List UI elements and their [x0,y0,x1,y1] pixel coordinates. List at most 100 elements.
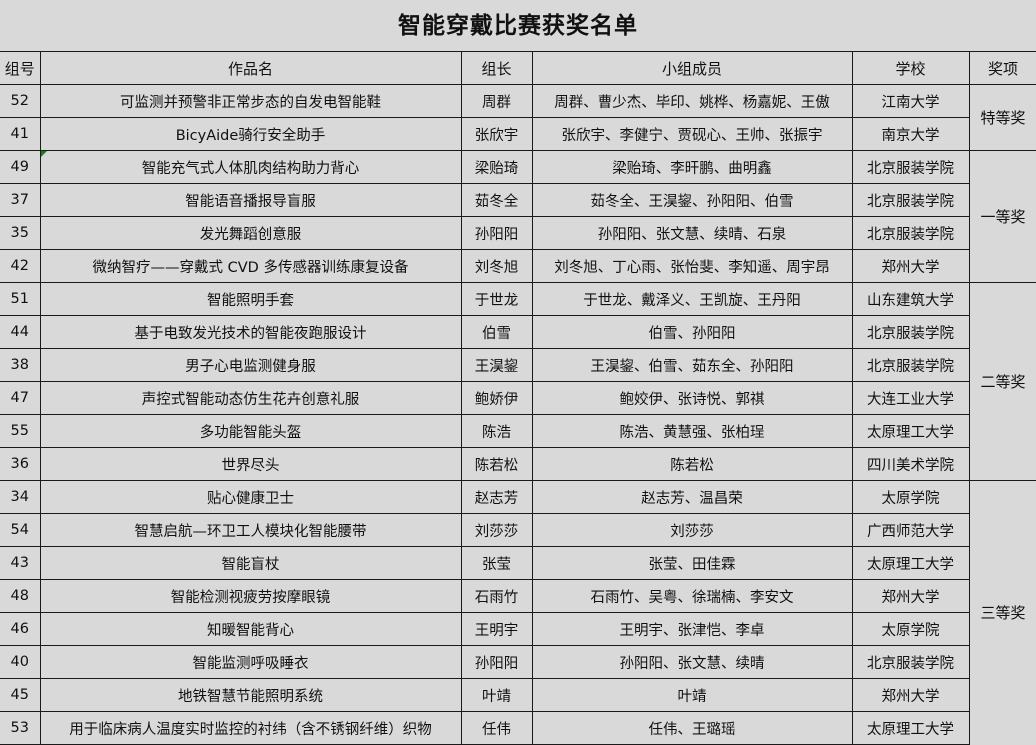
school-cell[interactable]: 江南大学 [851,84,970,118]
members-cell[interactable]: 任伟、王璐瑶 [531,711,853,745]
members-cell[interactable]: 叶靖 [531,678,853,712]
leader-cell[interactable]: 石雨竹 [460,579,533,613]
members-cell[interactable]: 梁贻琦、李旰鹏、曲明鑫 [531,150,853,184]
work-name-cell[interactable]: 智能监测呼吸睡衣 [39,645,462,679]
group-id-cell[interactable]: 36 [0,447,41,481]
work-name-cell[interactable]: 知暖智能背心 [39,612,462,646]
header-leader[interactable]: 组长 [460,51,533,85]
leader-cell[interactable]: 刘冬旭 [460,249,533,283]
work-name-cell[interactable]: 世界尽头 [39,447,462,481]
group-id-cell[interactable]: 43 [0,546,41,580]
work-name-cell[interactable]: 多功能智能头盔 [39,414,462,448]
members-cell[interactable]: 石雨竹、吴粤、徐瑞楠、李安文 [531,579,853,613]
school-cell[interactable]: 郑州大学 [851,678,970,712]
group-id-cell[interactable]: 35 [0,216,41,250]
leader-cell[interactable]: 叶靖 [460,678,533,712]
members-cell[interactable]: 张莹、田佳霖 [531,546,853,580]
school-cell[interactable]: 北京服装学院 [851,216,970,250]
work-name-cell[interactable]: 智能语音播报导盲服 [39,183,462,217]
group-id-cell[interactable]: 46 [0,612,41,646]
work-name-cell[interactable]: 男子心电监测健身服 [39,348,462,382]
leader-cell[interactable]: 刘莎莎 [460,513,533,547]
leader-cell[interactable]: 任伟 [460,711,533,745]
leader-cell[interactable]: 鲍娇伊 [460,381,533,415]
school-cell[interactable]: 广西师范大学 [851,513,970,547]
members-cell[interactable]: 茹冬全、王淏鋆、孙阳阳、伯雪 [531,183,853,217]
members-cell[interactable]: 王明宇、张津恺、李卓 [531,612,853,646]
members-cell[interactable]: 刘莎莎 [531,513,853,547]
school-cell[interactable]: 太原理工大学 [851,546,970,580]
school-cell[interactable]: 山东建筑大学 [851,282,970,316]
members-cell[interactable]: 陈浩、黄慧强、张柏珵 [531,414,853,448]
school-cell[interactable]: 北京服装学院 [851,315,970,349]
award-cell[interactable]: 一等奖 [968,150,1036,283]
school-cell[interactable]: 北京服装学院 [851,348,970,382]
award-cell[interactable]: 特等奖 [968,84,1036,151]
work-name-cell[interactable]: 声控式智能动态仿生花卉创意礼服 [39,381,462,415]
group-id-cell[interactable]: 51 [0,282,41,316]
group-id-cell[interactable]: 49 [0,150,41,184]
group-id-cell[interactable]: 45 [0,678,41,712]
work-name-cell[interactable]: 基于电致发光技术的智能夜跑服设计 [39,315,462,349]
members-cell[interactable]: 周群、曹少杰、毕印、姚桦、杨嘉妮、王傲 [531,84,853,118]
header-school[interactable]: 学校 [851,51,970,85]
work-name-cell[interactable]: 智能充气式人体肌肉结构助力背心 [39,150,462,184]
leader-cell[interactable]: 茹冬全 [460,183,533,217]
group-id-cell[interactable]: 54 [0,513,41,547]
work-name-cell[interactable]: BicyAide骑行安全助手 [39,117,462,151]
group-id-cell[interactable]: 48 [0,579,41,613]
header-work-name[interactable]: 作品名 [39,51,462,85]
school-cell[interactable]: 北京服装学院 [851,150,970,184]
work-name-cell[interactable]: 智能检测视疲劳按摩眼镜 [39,579,462,613]
members-cell[interactable]: 于世龙、戴泽义、王凯旋、王丹阳 [531,282,853,316]
leader-cell[interactable]: 王明宇 [460,612,533,646]
school-cell[interactable]: 太原学院 [851,480,970,514]
group-id-cell[interactable]: 55 [0,414,41,448]
leader-cell[interactable]: 王淏鋆 [460,348,533,382]
school-cell[interactable]: 南京大学 [851,117,970,151]
members-cell[interactable]: 刘冬旭、丁心雨、张怡斐、李知遥、周宇昂 [531,249,853,283]
header-award[interactable]: 奖项 [968,51,1036,85]
group-id-cell[interactable]: 40 [0,645,41,679]
leader-cell[interactable]: 周群 [460,84,533,118]
work-name-cell[interactable]: 发光舞蹈创意服 [39,216,462,250]
school-cell[interactable]: 北京服装学院 [851,645,970,679]
work-name-cell[interactable]: 微纳智疗——穿戴式 CVD 多传感器训练康复设备 [39,249,462,283]
group-id-cell[interactable]: 37 [0,183,41,217]
members-cell[interactable]: 赵志芳、温昌荣 [531,480,853,514]
group-id-cell[interactable]: 47 [0,381,41,415]
work-name-cell[interactable]: 智能照明手套 [39,282,462,316]
members-cell[interactable]: 陈若松 [531,447,853,481]
group-id-cell[interactable]: 52 [0,84,41,118]
work-name-cell[interactable]: 用于临床病人温度实时监控的衬纬（含不锈钢纤维）织物 [39,711,462,745]
leader-cell[interactable]: 赵志芳 [460,480,533,514]
group-id-cell[interactable]: 38 [0,348,41,382]
group-id-cell[interactable]: 42 [0,249,41,283]
leader-cell[interactable]: 伯雪 [460,315,533,349]
award-cell[interactable]: 二等奖 [968,282,1036,481]
members-cell[interactable]: 鲍姣伊、张诗悦、郭祺 [531,381,853,415]
work-name-cell[interactable]: 贴心健康卫士 [39,480,462,514]
members-cell[interactable]: 伯雪、孙阳阳 [531,315,853,349]
header-members[interactable]: 小组成员 [531,51,853,85]
leader-cell[interactable]: 梁贻琦 [460,150,533,184]
group-id-cell[interactable]: 41 [0,117,41,151]
header-group-id[interactable]: 组号 [0,51,41,85]
leader-cell[interactable]: 张莹 [460,546,533,580]
leader-cell[interactable]: 孙阳阳 [460,645,533,679]
school-cell[interactable]: 大连工业大学 [851,381,970,415]
school-cell[interactable]: 北京服装学院 [851,183,970,217]
members-cell[interactable]: 张欣宇、李健宁、贾砚心、王帅、张振宇 [531,117,853,151]
members-cell[interactable]: 孙阳阳、张文慧、续晴、石泉 [531,216,853,250]
group-id-cell[interactable]: 34 [0,480,41,514]
members-cell[interactable]: 孙阳阳、张文慧、续晴 [531,645,853,679]
school-cell[interactable]: 郑州大学 [851,249,970,283]
work-name-cell[interactable]: 智慧启航—环卫工人模块化智能腰带 [39,513,462,547]
work-name-cell[interactable]: 智能盲杖 [39,546,462,580]
leader-cell[interactable]: 陈浩 [460,414,533,448]
group-id-cell[interactable]: 44 [0,315,41,349]
leader-cell[interactable]: 陈若松 [460,447,533,481]
award-cell[interactable]: 三等奖 [968,480,1036,745]
school-cell[interactable]: 太原理工大学 [851,711,970,745]
school-cell[interactable]: 四川美术学院 [851,447,970,481]
